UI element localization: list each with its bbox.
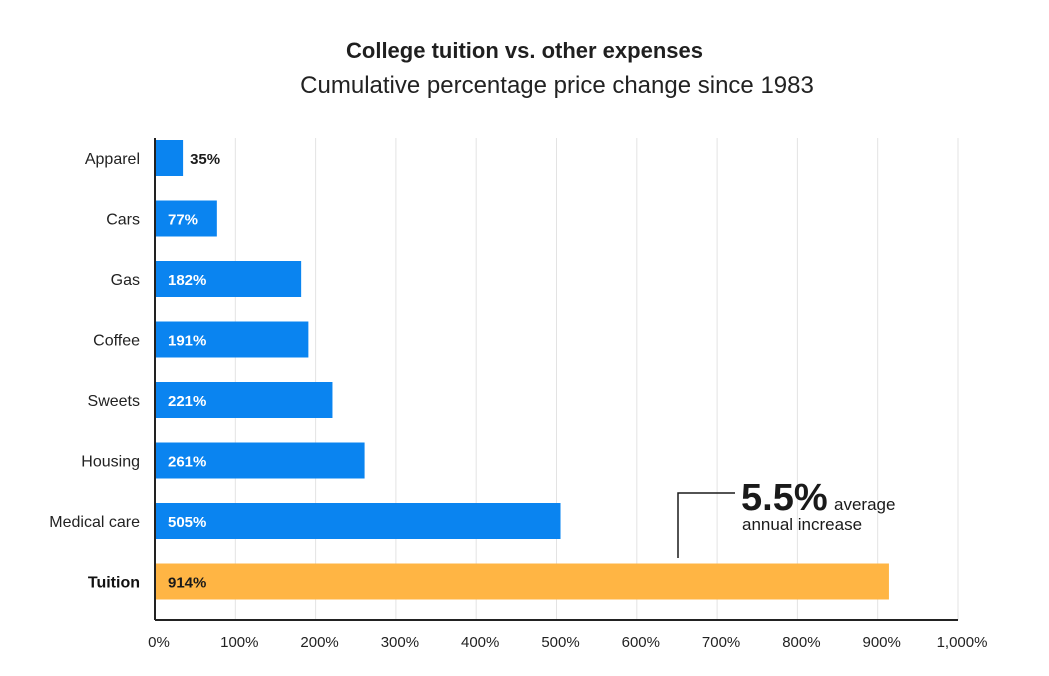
x-tick-label: 600% [622,634,660,651]
data-label: 191% [168,333,206,350]
bar [155,503,561,539]
x-tick-label: 200% [300,634,338,651]
x-tick-label: 100% [220,634,258,651]
data-label: 914% [168,575,206,592]
category-label: Housing [81,454,140,471]
x-tick-label: 0% [148,634,170,651]
category-label: Gas [111,272,140,289]
bar [155,140,184,176]
x-tick-label: 500% [541,634,579,651]
data-label: 261% [168,454,206,471]
x-tick-label: 300% [381,634,419,651]
data-label: 77% [168,212,198,229]
data-label: 221% [168,393,206,410]
bar [155,261,302,297]
category-label: Medical care [49,514,140,531]
data-label: 182% [168,272,206,289]
x-tick-label: 1,000% [937,634,988,651]
bar [155,321,309,358]
x-tick-label: 400% [461,634,499,651]
annotation-text: annual increase [742,515,862,534]
x-tick-label: 800% [782,634,820,651]
chart-subtitle: Cumulative percentage price change since… [300,72,814,99]
category-label: Cars [106,212,140,229]
data-label: 35% [190,151,220,168]
annotation-value: 5.5% [741,477,828,519]
chart-title: College tuition vs. other expenses [346,38,703,63]
category-label: Tuition [88,575,140,592]
x-tick-label: 900% [863,634,901,651]
annotation-leader-line [677,492,735,558]
bar [155,382,333,418]
category-label: Coffee [93,333,140,350]
x-tick-label: 700% [702,634,740,651]
bar [155,442,365,479]
annotation-text: average [834,495,895,514]
bar [155,563,889,600]
category-label: Apparel [85,151,140,168]
category-label: Sweets [88,393,140,410]
data-label: 505% [168,514,206,531]
bar [155,200,217,237]
